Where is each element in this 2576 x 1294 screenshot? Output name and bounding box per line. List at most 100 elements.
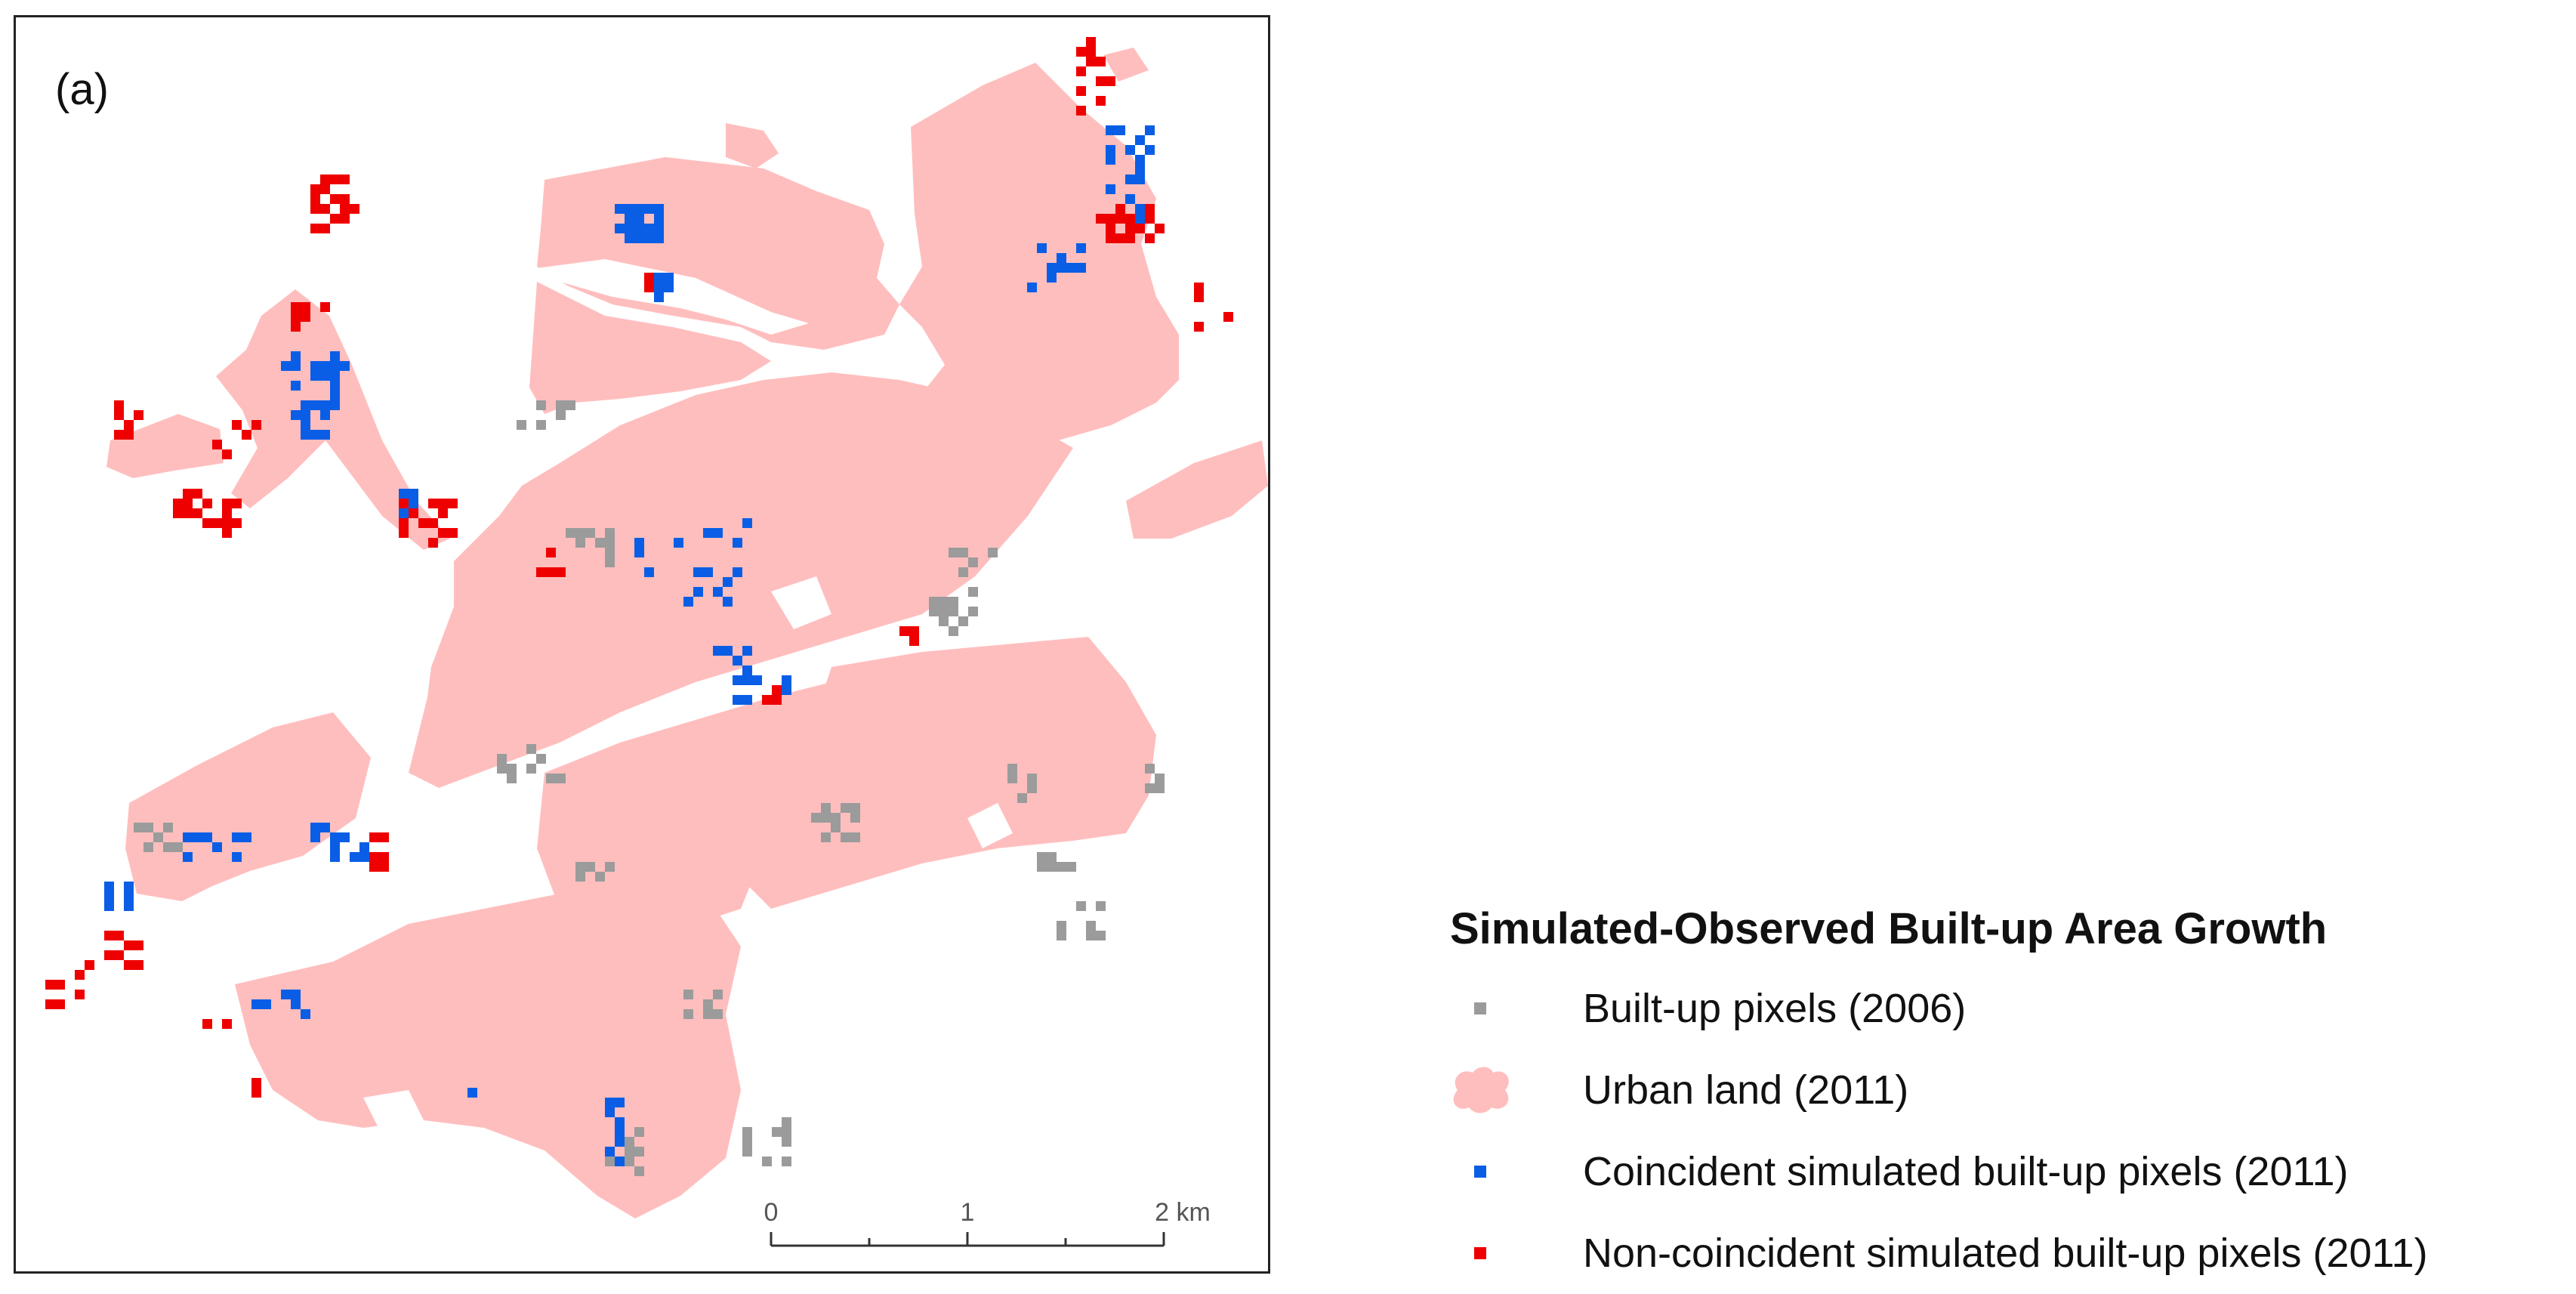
coincident-pixel — [615, 204, 625, 214]
builtup-2006-pixel — [683, 1009, 693, 1019]
coincident-pixel — [742, 646, 752, 656]
non-coincident-pixel — [183, 489, 193, 499]
legend-title: Simulated-Observed Built-up Area Growth — [1450, 904, 2328, 953]
non-coincident-pixel — [45, 980, 55, 990]
builtup-2006-pixel — [1066, 862, 1076, 872]
non-coincident-pixel — [114, 410, 124, 420]
legend-label: Urban land (2011) — [1583, 1067, 1909, 1113]
builtup-2006-pixel — [1145, 764, 1155, 774]
coincident-pixel — [782, 685, 791, 695]
non-coincident-pixel — [379, 852, 389, 862]
non-coincident-pixel — [772, 695, 782, 705]
gray-square-icon — [1474, 1002, 1486, 1015]
coincident-pixel — [654, 204, 664, 214]
builtup-2006-pixel — [536, 754, 546, 764]
non-coincident-pixel — [762, 695, 772, 705]
coincident-pixel — [615, 224, 625, 233]
non-coincident-pixel — [173, 508, 183, 518]
non-coincident-pixel — [1086, 37, 1096, 47]
non-coincident-pixel — [124, 420, 134, 430]
builtup-2006-pixel — [1027, 774, 1037, 783]
coincident-pixel — [124, 901, 134, 911]
non-coincident-pixel — [340, 174, 350, 184]
non-coincident-pixel — [350, 204, 359, 214]
coincident-pixel — [310, 361, 320, 371]
non-coincident-pixel — [546, 548, 556, 557]
coincident-pixel — [350, 852, 359, 862]
builtup-2006-pixel — [742, 1137, 752, 1147]
builtup-2006-pixel — [595, 538, 605, 548]
non-coincident-pixel — [320, 174, 330, 184]
builtup-2006-pixel — [1037, 852, 1047, 862]
coincident-pixel — [281, 990, 291, 999]
builtup-2006-pixel — [585, 528, 595, 538]
coincident-pixel — [654, 224, 664, 233]
coincident-pixel — [320, 371, 330, 381]
builtup-2006-pixel — [556, 774, 566, 783]
coincident-pixel — [291, 410, 301, 420]
coincident-pixel — [301, 420, 310, 430]
coincident-pixel — [1027, 283, 1037, 292]
coincident-pixel — [1135, 174, 1145, 184]
legend-item-non-coincident: Non-coincident simulated built-up pixels… — [1450, 1212, 2560, 1294]
coincident-pixel — [1047, 263, 1057, 273]
builtup-2006-pixel — [575, 862, 585, 872]
builtup-2006-pixel — [575, 872, 585, 882]
map-frame: (a) 0 1 2 km — [14, 15, 1270, 1274]
coincident-pixel — [674, 538, 683, 548]
non-coincident-pixel — [1076, 86, 1086, 96]
builtup-2006-pixel — [526, 764, 536, 774]
builtup-2006-pixel — [782, 1117, 791, 1127]
builtup-2006-pixel — [634, 1127, 644, 1137]
non-coincident-pixel — [1086, 57, 1096, 66]
builtup-2006-pixel — [850, 832, 860, 842]
non-coincident-pixel — [438, 508, 448, 518]
coincident-pixel — [104, 882, 114, 891]
builtup-2006-pixel — [1145, 783, 1155, 793]
builtup-2006-pixel — [1076, 901, 1086, 911]
coincident-pixel — [310, 823, 320, 832]
builtup-2006-pixel — [929, 607, 939, 616]
builtup-2006-pixel — [605, 1157, 615, 1166]
non-coincident-pixel — [222, 1019, 232, 1029]
legend-label: Non-coincident simulated built-up pixels… — [1583, 1231, 2428, 1276]
coincident-pixel — [359, 852, 369, 862]
coincident-pixel — [615, 1157, 625, 1166]
non-coincident-pixel — [1125, 224, 1135, 233]
coincident-pixel — [124, 882, 134, 891]
urban-land-patch — [529, 282, 771, 414]
non-coincident-pixel — [379, 862, 389, 872]
coincident-pixel — [742, 675, 752, 685]
non-coincident-pixel — [1115, 233, 1125, 243]
non-coincident-pixel — [330, 174, 340, 184]
non-coincident-pixel — [899, 626, 909, 636]
non-coincident-pixel — [232, 420, 242, 430]
non-coincident-pixel — [330, 214, 340, 224]
builtup-2006-pixel — [143, 823, 153, 832]
non-coincident-pixel — [1194, 322, 1204, 332]
coincident-pixel — [291, 999, 301, 1009]
non-coincident-pixel — [1145, 233, 1155, 243]
builtup-2006-pixel — [811, 813, 821, 823]
non-coincident-pixel — [1125, 233, 1135, 243]
pink-blob-icon — [1453, 1067, 1509, 1113]
coincident-pixel — [291, 361, 301, 371]
coincident-pixel — [330, 852, 340, 862]
non-coincident-pixel — [242, 430, 251, 440]
coincident-pixel — [1125, 194, 1135, 204]
non-coincident-pixel — [1106, 224, 1115, 233]
coincident-pixel — [301, 1009, 310, 1019]
builtup-2006-pixel — [1037, 862, 1047, 872]
coincident-pixel — [310, 400, 320, 410]
urban-land-patch — [1103, 48, 1149, 82]
urban-land-patch — [726, 123, 779, 168]
coincident-pixel — [625, 204, 634, 214]
builtup-2006-pixel — [1007, 774, 1017, 783]
non-coincident-pixel — [114, 400, 124, 410]
builtup-2006-pixel — [782, 1137, 791, 1147]
builtup-2006-pixel — [556, 400, 566, 410]
red-square-icon — [1474, 1247, 1486, 1259]
builtup-2006-pixel — [1096, 931, 1106, 940]
coincident-pixel — [1057, 263, 1066, 273]
non-coincident-pixel — [1076, 106, 1086, 116]
